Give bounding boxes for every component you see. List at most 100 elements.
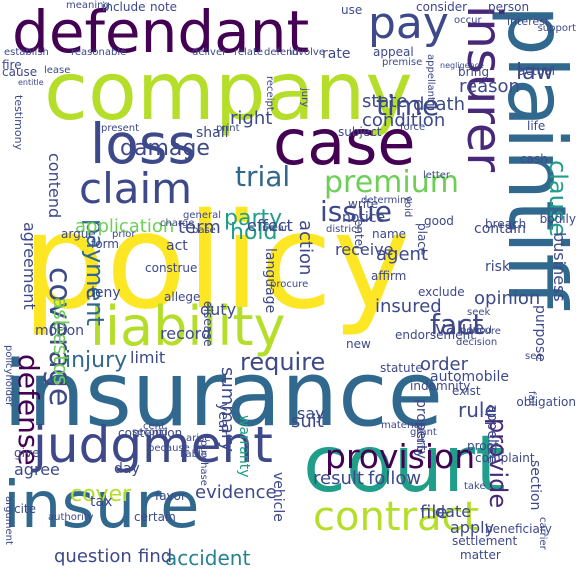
- word-present: present: [101, 123, 140, 134]
- word-case: case: [273, 106, 416, 179]
- word-assure: assure: [468, 326, 501, 337]
- word-authority: authority: [48, 512, 94, 523]
- word-argue: argue: [61, 227, 96, 241]
- word-statute: statute: [380, 361, 423, 375]
- word-notice: notice: [342, 210, 386, 226]
- word-business: business: [550, 232, 569, 302]
- word-policy: policy: [22, 185, 411, 339]
- word-warranty: warranty: [236, 415, 252, 478]
- word-death: death: [413, 94, 465, 115]
- word-decision: decision: [456, 337, 498, 348]
- word-negligence: negligence: [440, 61, 484, 70]
- word-receive: receive: [335, 240, 394, 259]
- word-procure: procure: [270, 279, 309, 290]
- word-fact: fact: [430, 308, 484, 341]
- word-receipt: receipt: [264, 76, 275, 111]
- word-give: give: [14, 446, 40, 460]
- word-affirm: affirm: [371, 269, 407, 283]
- word-matter: matter: [460, 548, 501, 562]
- word-state: state: [362, 91, 408, 112]
- word-agree: agree: [14, 460, 60, 479]
- word-defendant: defendant: [12, 0, 310, 66]
- word-general: general: [183, 210, 222, 221]
- word-mean: mean: [262, 223, 291, 234]
- word-apply: apply: [450, 518, 495, 537]
- word-company: company: [44, 45, 413, 138]
- word-entitle: entitle: [18, 78, 44, 87]
- word-indemnity: indemnity: [410, 379, 471, 393]
- word-contract: contract: [313, 494, 480, 540]
- word-reason: reason: [459, 76, 520, 97]
- word-form: form: [91, 237, 119, 251]
- word-follow: follow: [368, 468, 422, 489]
- word-agreement: agreement: [20, 222, 39, 310]
- word-void: void: [402, 196, 413, 218]
- word-duty: duty: [200, 300, 237, 319]
- word-say: say: [297, 404, 325, 423]
- word-agent: agent: [376, 244, 428, 265]
- word-time: time: [376, 89, 440, 122]
- word-application: application: [75, 216, 175, 237]
- word-rate: rate: [322, 46, 351, 62]
- word-party: party: [224, 206, 283, 231]
- word-involve: involve: [289, 47, 326, 58]
- word-section: section: [527, 460, 543, 511]
- word-certain: certain: [134, 510, 176, 524]
- word-breach: breach: [485, 217, 527, 231]
- word-risk: risk: [485, 259, 511, 275]
- word-endorsement: endorsement: [395, 328, 475, 342]
- word-result: result: [313, 468, 364, 489]
- word-meaning: meaning: [66, 0, 110, 11]
- word-insure: insure: [3, 469, 200, 543]
- word-damage: damage: [120, 136, 210, 161]
- word-appellant: appellant: [425, 54, 436, 101]
- word-exclude: exclude: [418, 285, 465, 299]
- word-seek: seek: [467, 307, 491, 318]
- word-liability: liability: [90, 295, 286, 358]
- word-prior: prior: [112, 229, 136, 240]
- word-write: write: [348, 197, 379, 211]
- word-favor: favor: [155, 489, 186, 503]
- word-bring: bring: [458, 65, 490, 79]
- word-defend: defend: [264, 47, 299, 58]
- word-jury: jury: [299, 88, 310, 108]
- word-rule: rule: [458, 398, 497, 422]
- word-print: print: [216, 123, 240, 134]
- word-loss: loss: [90, 112, 197, 176]
- word-allege: allege: [164, 290, 201, 304]
- word-place: place: [415, 223, 429, 256]
- word-issue: issue: [320, 195, 392, 228]
- word-shall: shall: [196, 125, 229, 141]
- word-testimony: testimony: [12, 95, 25, 151]
- word-require: require: [240, 348, 326, 376]
- word-appeal: appeal: [373, 45, 414, 59]
- word-premise: premise: [382, 57, 423, 68]
- word-order: order: [420, 354, 468, 375]
- word-life: life: [527, 119, 546, 133]
- word-insured: insured: [375, 296, 442, 317]
- word-pay: pay: [368, 0, 449, 49]
- word-hold: hold: [230, 220, 278, 245]
- word-occur: occur: [454, 15, 482, 26]
- word-material: material: [381, 420, 423, 431]
- word-see: see: [525, 351, 543, 362]
- word-force: force: [400, 122, 426, 133]
- word-condition: condition: [362, 110, 446, 131]
- word-day: day: [114, 461, 140, 477]
- word-cite: cite: [14, 502, 37, 516]
- word-year: year: [215, 403, 231, 435]
- word-action: action: [295, 220, 316, 276]
- word-determine: determine: [361, 195, 413, 206]
- word-argument: argument: [3, 496, 14, 545]
- word-cover: cover: [70, 482, 132, 507]
- word-law: law: [516, 60, 554, 85]
- word-act: act: [166, 238, 188, 254]
- word-accident: accident: [165, 546, 251, 570]
- word-deliver: deliver: [192, 47, 227, 58]
- word-person: person: [488, 0, 530, 14]
- word-settlement: settlement: [452, 534, 518, 548]
- word-cash: cash: [520, 152, 548, 166]
- word-contend: contend: [45, 153, 64, 219]
- word-actual: actual: [518, 64, 555, 78]
